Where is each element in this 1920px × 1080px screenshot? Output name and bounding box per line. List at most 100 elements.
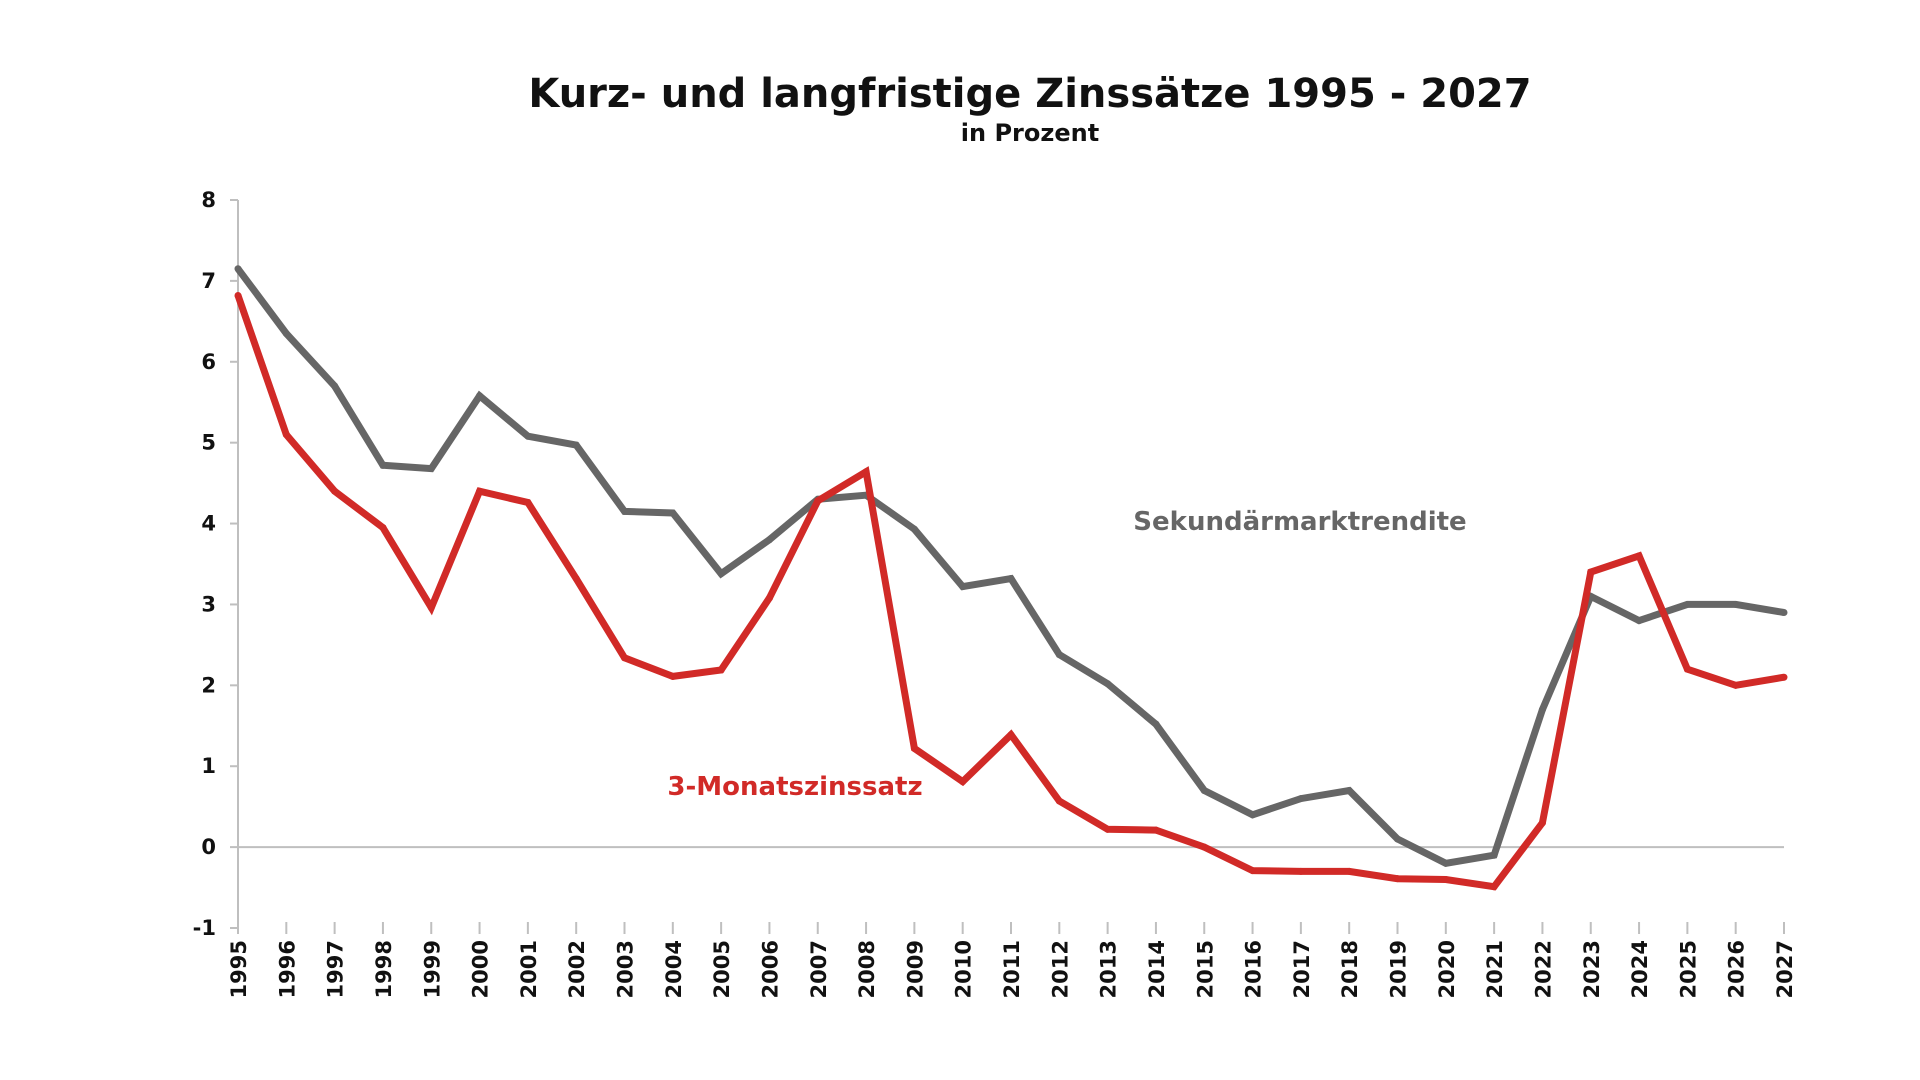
data-point-drei-monatszinssatz [1394, 875, 1401, 883]
series-labels: Sekundärmarktrendite 3-Monatszinssatz [667, 507, 1466, 802]
x-tick-label: 2021 [1483, 940, 1507, 998]
data-point-drei-monatszinssatz [1345, 867, 1353, 875]
data-point-drei-monatszinssatz [331, 487, 339, 495]
data-point-sekundaermarktrendite [1152, 720, 1160, 728]
x-tick-label: 2022 [1531, 940, 1555, 998]
chart-title: Kurz- und langfristige Zinssätze 1995 - … [528, 71, 1532, 117]
x-tick-label: 2020 [1435, 940, 1459, 998]
x-tick-label: 2001 [517, 940, 541, 998]
data-point-drei-monatszinssatz [1780, 673, 1788, 681]
data-point-sekundaermarktrendite [1538, 706, 1546, 714]
x-tick-label: 2009 [903, 940, 927, 998]
chart-series [234, 265, 1788, 891]
chart-axes [237, 200, 1784, 928]
data-point-sekundaermarktrendite [910, 525, 918, 533]
x-tick-label: 2017 [1290, 940, 1314, 998]
series-line-drei-monatszinssatz [234, 294, 1785, 891]
data-point-sekundaermarktrendite [1683, 600, 1691, 608]
x-tick-label: 2018 [1338, 940, 1362, 998]
data-point-drei-monatszinssatz [669, 672, 677, 680]
data-point-drei-monatszinssatz [814, 497, 822, 505]
data-point-drei-monatszinssatz [717, 666, 725, 674]
data-point-sekundaermarktrendite [524, 432, 532, 440]
x-tick-label: 1995 [227, 940, 251, 998]
data-point-sekundaermarktrendite [1104, 680, 1112, 688]
data-point-sekundaermarktrendite [717, 570, 725, 578]
x-tick-label: 2025 [1676, 940, 1700, 998]
x-tick-label: 1996 [275, 940, 299, 998]
data-point-drei-monatszinssatz [1007, 731, 1015, 739]
data-point-drei-monatszinssatz [1587, 568, 1595, 576]
data-point-sekundaermarktrendite [1780, 609, 1788, 617]
x-tick-label: 2019 [1387, 940, 1411, 998]
x-tick-label: 2012 [1048, 940, 1072, 998]
data-point-drei-monatszinssatz [1635, 552, 1643, 560]
data-point-drei-monatszinssatz [1055, 797, 1063, 805]
data-point-sekundaermarktrendite [1249, 811, 1257, 819]
x-tick-label: 2023 [1580, 940, 1604, 998]
x-axis-ticks: 1995 1996 1997 1998 1999 2000 2001 2002 2003 2004… [227, 922, 1797, 998]
chart-subtitle: in Prozent [960, 119, 1100, 147]
data-point-sekundaermarktrendite [1297, 795, 1305, 803]
data-point-drei-monatszinssatz [427, 604, 435, 612]
x-tick-label: 2005 [710, 940, 734, 998]
data-point-drei-monatszinssatz [379, 524, 387, 532]
x-tick-label: 2013 [1097, 940, 1121, 998]
data-point-drei-monatszinssatz [234, 291, 242, 299]
data-point-sekundaermarktrendite [572, 441, 580, 449]
data-point-drei-monatszinssatz [1732, 681, 1740, 689]
data-point-drei-monatszinssatz [621, 654, 628, 662]
x-tick-label: 1998 [372, 940, 396, 998]
x-tick-label: 1999 [420, 940, 444, 998]
data-point-sekundaermarktrendite [669, 509, 677, 517]
data-point-drei-monatszinssatz [1249, 867, 1257, 875]
x-tick-label: 1997 [324, 940, 348, 998]
data-point-drei-monatszinssatz [1152, 826, 1160, 834]
y-tick-label: 5 [201, 431, 216, 455]
x-tick-label: 2006 [758, 940, 782, 998]
data-point-drei-monatszinssatz [1490, 883, 1498, 891]
x-tick-label: 2024 [1628, 940, 1652, 998]
x-tick-label: 2011 [1000, 940, 1024, 998]
data-point-sekundaermarktrendite [234, 265, 242, 273]
chart-title-block: Kurz- und langfristige Zinssätze 1995 - … [0, 70, 1920, 148]
x-tick-label: 2014 [1145, 940, 1169, 998]
y-tick-label: 6 [201, 350, 216, 374]
x-tick-label: 2027 [1773, 940, 1797, 998]
data-point-drei-monatszinssatz [476, 487, 484, 495]
data-point-drei-monatszinssatz [1683, 665, 1691, 673]
data-point-sekundaermarktrendite [1490, 851, 1498, 859]
data-point-sekundaermarktrendite [765, 536, 773, 544]
x-tick-label: 2010 [952, 940, 976, 998]
x-tick-label: 2015 [1193, 940, 1217, 998]
x-tick-label: 2008 [855, 940, 879, 998]
y-tick-label: 7 [201, 269, 216, 293]
data-point-sekundaermarktrendite [621, 507, 628, 515]
x-tick-label: 2004 [662, 940, 686, 998]
y-tick-label: -1 [193, 916, 216, 940]
y-tick-label: 4 [201, 512, 216, 536]
data-point-sekundaermarktrendite [1007, 575, 1015, 583]
y-tick-label: 3 [201, 592, 216, 616]
y-tick-label: 1 [201, 754, 216, 778]
data-point-drei-monatszinssatz [282, 431, 290, 439]
x-tick-label: 2002 [565, 940, 589, 998]
y-axis-ticks: -1 0 1 2 3 4 5 6 7 8 [193, 188, 238, 940]
data-point-drei-monatszinssatz [572, 575, 580, 583]
data-point-drei-monatszinssatz [765, 594, 773, 602]
y-tick-label: 8 [201, 188, 216, 212]
data-point-sekundaermarktrendite [1055, 651, 1063, 659]
data-point-drei-monatszinssatz [910, 744, 918, 752]
y-tick-label: 0 [201, 835, 216, 859]
data-point-sekundaermarktrendite [282, 329, 290, 337]
data-point-sekundaermarktrendite [427, 465, 435, 473]
x-tick-label: 2000 [469, 940, 493, 998]
data-point-drei-monatszinssatz [1104, 825, 1112, 833]
data-point-sekundaermarktrendite [379, 461, 387, 469]
data-point-drei-monatszinssatz [862, 468, 870, 476]
x-tick-label: 2003 [614, 940, 638, 998]
data-point-drei-monatszinssatz [1442, 875, 1450, 883]
x-tick-label: 2007 [807, 940, 831, 998]
data-point-sekundaermarktrendite [476, 392, 484, 400]
